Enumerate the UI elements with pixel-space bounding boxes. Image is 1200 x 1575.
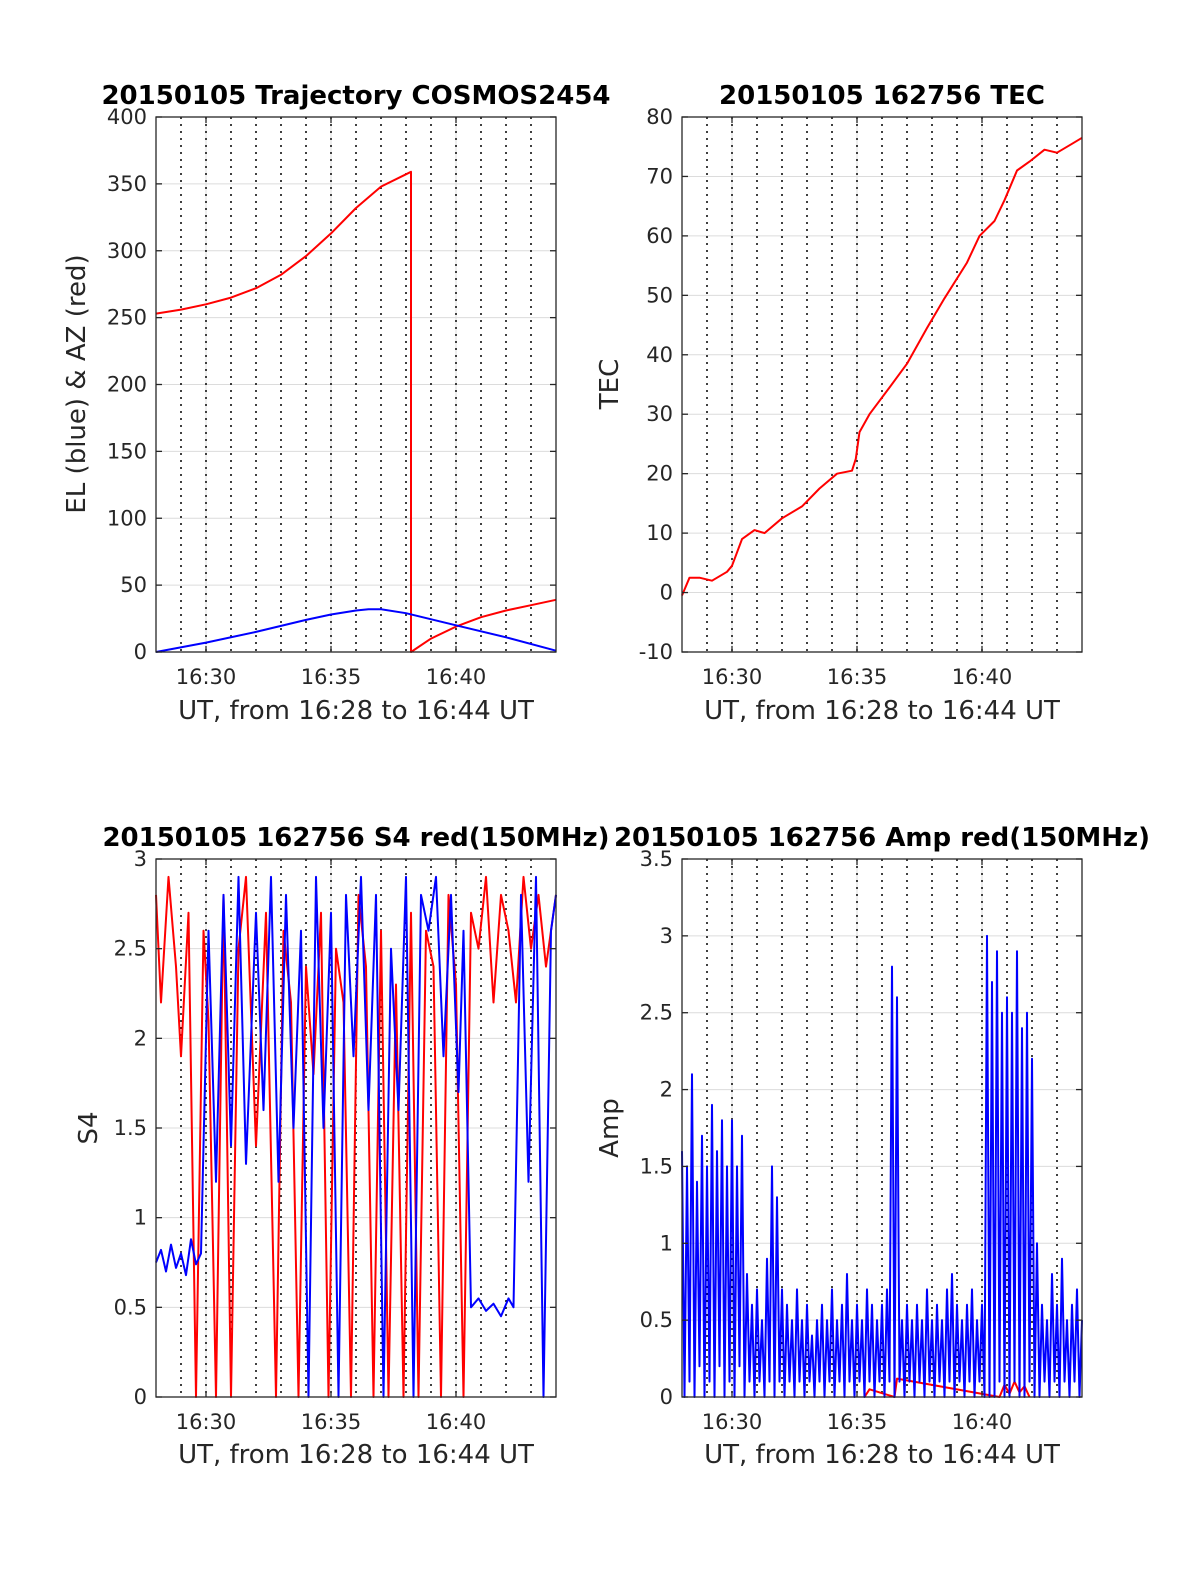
y-tick-label: 2	[134, 1026, 147, 1050]
x-tick-label: 16:35	[827, 1410, 888, 1434]
ylabel-tec: TEC	[595, 359, 625, 410]
x-tick-label: 16:30	[702, 665, 763, 689]
series-line-red	[155, 170, 557, 653]
y-tick-label: 100	[107, 506, 147, 530]
xlabel-trajectory: UT, from 16:28 to 16:44 UT	[178, 696, 534, 726]
series-line-red	[155, 875, 557, 1398]
series-line-blue	[681, 934, 1083, 1398]
y-tick-label: 1.5	[640, 1154, 673, 1178]
series-line-red	[681, 136, 1083, 596]
x-tick-label: 16:40	[952, 1410, 1013, 1434]
y-tick-label: 250	[107, 306, 147, 330]
x-tick-label: 16:35	[301, 665, 362, 689]
panel-trajectory: 0 50 100 150 200 250 300 350 400 16:30 16:35 16:40 2…	[62, 81, 611, 726]
x-tick-label: 16:35	[301, 1410, 362, 1434]
xlabel-amp: UT, from 16:28 to 16:44 UT	[704, 1440, 1060, 1470]
y-tick-label: 0.5	[114, 1295, 147, 1319]
y-tick-label: 1.5	[114, 1116, 147, 1140]
y-tick-label: 150	[107, 439, 147, 463]
title-amp: 20150105 162756 Amp red(150MHz)	[614, 823, 1150, 853]
y-tick-label: 400	[107, 105, 147, 129]
y-tick-label: 70	[646, 164, 673, 188]
y-tick-label: 60	[646, 224, 673, 248]
x-tick-label: 16:30	[176, 665, 237, 689]
y-tick-label: 20	[646, 462, 673, 486]
panel-amp: 0 0.5 1 1.5 2 2.5 3 3.5 16:30 16:35 16:40 20150105 …	[595, 823, 1150, 1470]
ylabel-amp: Amp	[595, 1098, 625, 1158]
y-tick-label: 300	[107, 239, 147, 263]
x-tick-label: 16:40	[426, 1410, 487, 1434]
y-tick-label: 350	[107, 172, 147, 196]
y-tick-label: -10	[639, 640, 673, 664]
y-tick-label: 0	[134, 640, 147, 664]
series-line-blue	[155, 875, 557, 1398]
axes-frame-amp	[681, 858, 1083, 1398]
series-line-blue	[155, 608, 557, 653]
y-tick-label: 10	[646, 521, 673, 545]
y-tick-label: 0.5	[640, 1308, 673, 1332]
ylabel-trajectory: EL (blue) & AZ (red)	[62, 254, 92, 513]
x-tick-label: 16:35	[827, 665, 888, 689]
panel-tec: -10 0 10 20 30 40 50 60 70 80 16:30 16:35 16:40 20150…	[595, 81, 1083, 726]
ylabel-s4: S4	[74, 1111, 104, 1144]
axes-frame-tec	[681, 116, 1083, 653]
y-tick-label: 80	[646, 105, 673, 129]
x-tick-label: 16:40	[426, 665, 487, 689]
xlabel-tec: UT, from 16:28 to 16:44 UT	[704, 696, 1060, 726]
y-tick-label: 2	[660, 1078, 673, 1102]
y-tick-label: 0	[660, 1385, 673, 1409]
panel-s4: 0 0.5 1 1.5 2 2.5 3 16:30 16:35 16:40 20150105 162…	[74, 823, 610, 1470]
y-tick-label: 1	[134, 1206, 147, 1230]
y-tick-label: 50	[120, 573, 147, 597]
x-tick-label: 16:30	[176, 1410, 237, 1434]
y-tick-label: 3.5	[640, 847, 673, 871]
y-tick-label: 2.5	[114, 937, 147, 961]
y-tick-label: 30	[646, 402, 673, 426]
title-s4: 20150105 162756 S4 red(150MHz)	[102, 823, 609, 853]
x-tick-label: 16:40	[952, 665, 1013, 689]
y-tick-label: 0	[134, 1385, 147, 1409]
y-tick-label: 2.5	[640, 1001, 673, 1025]
y-tick-label: 3	[134, 847, 147, 871]
title-tec: 20150105 162756 TEC	[719, 81, 1045, 111]
y-tick-label: 200	[107, 373, 147, 397]
y-tick-label: 40	[646, 343, 673, 367]
y-tick-label: 50	[646, 283, 673, 307]
xlabel-s4: UT, from 16:28 to 16:44 UT	[178, 1440, 534, 1470]
x-tick-label: 16:30	[702, 1410, 763, 1434]
y-tick-label: 3	[660, 924, 673, 948]
y-tick-label: 1	[660, 1231, 673, 1255]
title-trajectory: 20150105 Trajectory COSMOS2454	[101, 81, 610, 111]
y-tick-label: 0	[660, 581, 673, 605]
